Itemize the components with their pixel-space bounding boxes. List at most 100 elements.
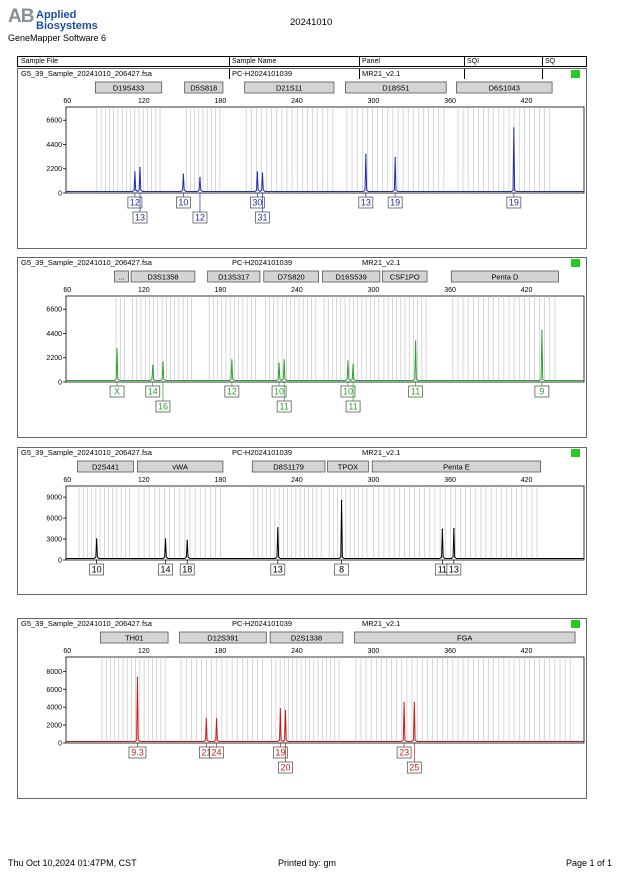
marker-label: Penta E [443, 463, 470, 472]
allele-call: 10 [89, 560, 104, 576]
sq-status-icon [571, 259, 580, 267]
peak-point [283, 359, 285, 361]
marker-label: CSF1PO [390, 273, 420, 282]
call-box [179, 563, 195, 576]
call-box [128, 746, 147, 759]
panel-info-row: G5_39_Sample_20241010_206427.fsa PC-H202… [18, 69, 586, 79]
peak-point [513, 127, 515, 129]
peak-point [352, 363, 354, 366]
x-tick-label: 120 [138, 287, 150, 294]
peak-point [182, 173, 185, 175]
call-label: 11 [438, 565, 447, 575]
marker-label: Penta D [491, 273, 519, 282]
x-tick-label: 240 [291, 648, 303, 655]
peak-point [215, 718, 218, 720]
x-tick-label: 180 [215, 287, 227, 294]
allele-call: 25 [406, 743, 422, 774]
call-label: 9.3 [131, 748, 144, 758]
x-tick-label: 360 [444, 477, 456, 484]
run-date: 20241010 [290, 17, 333, 28]
sample-name: PC-H2024101039 [232, 258, 293, 267]
allele-call: 11 [276, 382, 292, 413]
marker-4: D16S539 [322, 270, 381, 283]
allele-call: 19 [272, 743, 288, 759]
marker-box [382, 270, 428, 283]
call-label: 13 [449, 565, 459, 575]
allele-call: 12 [224, 382, 240, 398]
call-label: X [114, 387, 120, 397]
call-label: 19 [275, 748, 285, 758]
marker-4: Penta E [371, 460, 542, 473]
allele-call: 10 [271, 382, 287, 398]
marker-label: TPOX [338, 463, 358, 472]
x-tick-label: 360 [444, 648, 456, 655]
peak-point [186, 539, 188, 542]
column-header-row: Sample File Sample Name Panel SQI SQ [17, 56, 587, 67]
allele-call: 13 [132, 193, 148, 224]
x-tick-label: 120 [138, 98, 150, 105]
call-label: 18 [182, 565, 192, 575]
y-tick-label: 4000 [46, 705, 62, 712]
x-tick-label: 180 [215, 477, 227, 484]
call-label: 10 [178, 198, 188, 208]
panel-info-row: G5_39_Sample_20241010_206427.fsa PC-H202… [18, 258, 586, 268]
peak-point [136, 676, 139, 679]
electropherogram-panel-green: G5_39_Sample_20241010_206427.fsa PC-H202… [17, 257, 587, 438]
x-tick-label: 360 [444, 98, 456, 105]
peak-point [139, 166, 141, 169]
x-tick-label: 60 [63, 98, 71, 105]
applied-biosystems-logo: AB Applied Biosystems [8, 6, 118, 38]
x-tick-label: 300 [368, 287, 380, 294]
marker-label: TH01 [125, 634, 143, 643]
printed-by: Printed by: gm [278, 858, 337, 868]
x-tick-label: 420 [521, 98, 533, 105]
marker-label: D16S539 [336, 273, 367, 282]
y-tick-label: 2000 [46, 723, 62, 730]
electropherogram-black: D2S441 vWA D8S1179 TPOX Penta E60 120 180 240 30… [46, 460, 585, 576]
call-label: 10 [343, 387, 353, 397]
panel-info-row: G5_39_Sample_20241010_206427.fsa PC-H202… [18, 448, 586, 458]
call-box [109, 385, 125, 398]
call-box [276, 400, 292, 413]
peak-point [365, 153, 367, 156]
marker-label: D12S391 [207, 634, 238, 643]
marker-3: D7S820 [263, 270, 320, 283]
marker-2: D13S317 [207, 270, 261, 283]
peak-point [261, 172, 264, 174]
panel-name: MR21_v2.1 [362, 258, 401, 267]
call-box [334, 563, 349, 576]
allele-call: 14 [145, 382, 161, 398]
x-tick-label: 300 [368, 98, 380, 105]
marker-box [179, 631, 267, 644]
sample-name: PC-H2024101039 [232, 448, 293, 457]
marker-0: D2S441 [77, 460, 135, 473]
y-tick-label: 4400 [46, 331, 62, 338]
allele-call: 10 [340, 382, 356, 398]
marker-box [269, 631, 344, 644]
sample-file: G5_39_Sample_20241010_206427.fsa [21, 69, 152, 78]
marker-label: D21S11 [276, 84, 303, 93]
marker-1: D3S1358 [130, 270, 196, 283]
marker-box [263, 270, 320, 283]
marker-box [207, 270, 261, 283]
col-sample-file: Sample File [21, 58, 58, 65]
call-box [406, 761, 422, 774]
marker-box [353, 631, 576, 644]
electropherogram-panel-black: G5_39_Sample_20241010_206427.fsa PC-H202… [17, 447, 587, 595]
call-label: 13 [135, 213, 145, 223]
marker-label: D7S820 [278, 273, 305, 282]
peak-point [441, 528, 444, 530]
marker-label: D6S1043 [489, 84, 520, 93]
allele-call: 11 [345, 382, 361, 413]
peak-point [199, 176, 201, 179]
call-label: 14 [161, 565, 171, 575]
electropherogram-panel-red: G5_39_Sample_20241010_206427.fsa PC-H202… [17, 618, 587, 799]
call-box [387, 196, 403, 209]
x-tick-label: 60 [63, 287, 71, 294]
call-box [396, 746, 412, 759]
marker-label: D8S1179 [273, 463, 304, 472]
logo-mark-icon: AB [8, 6, 34, 27]
call-label: 14 [148, 387, 158, 397]
marker-1: D12S391 [179, 631, 267, 644]
